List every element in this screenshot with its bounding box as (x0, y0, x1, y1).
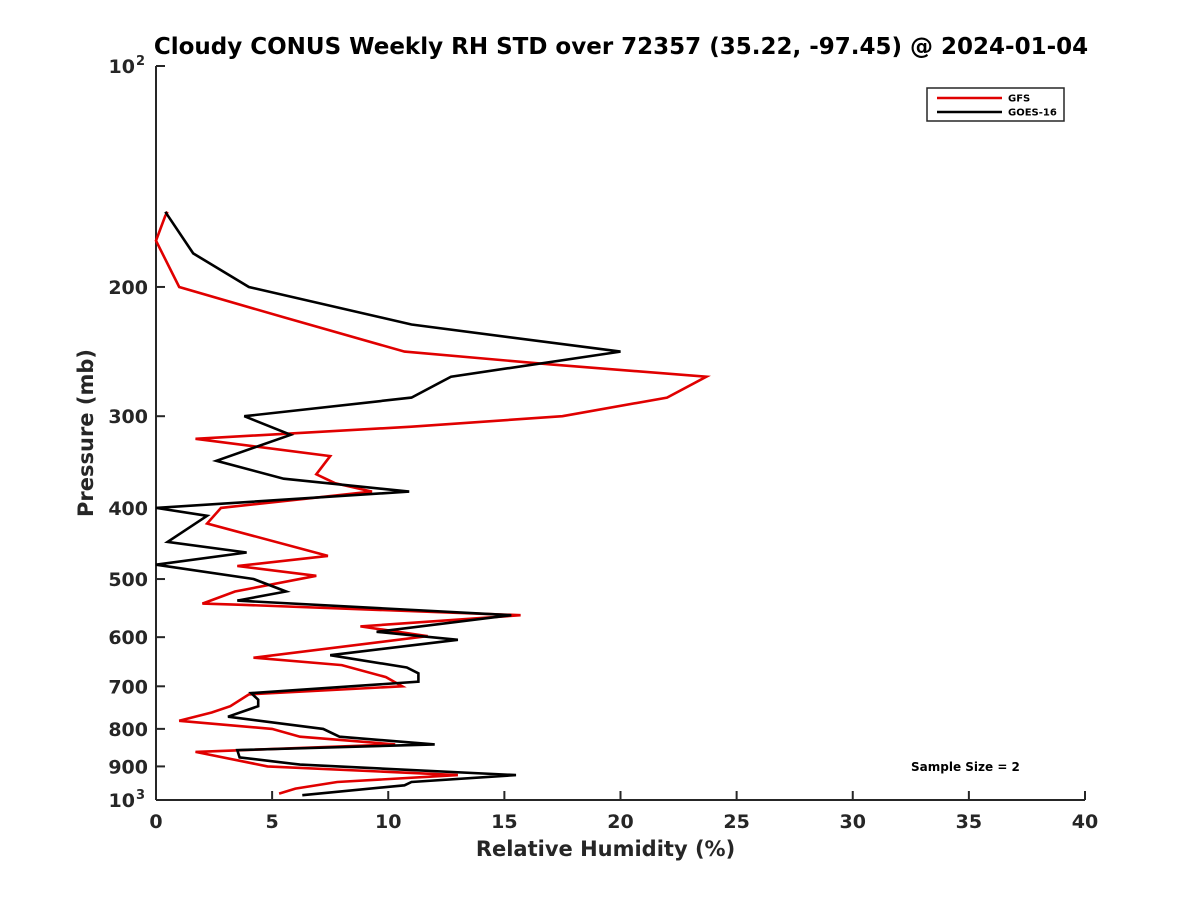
x-tick-label: 20 (607, 811, 633, 833)
y-tick-label: 900 (108, 756, 148, 778)
legend: GFS GOES-16 (926, 87, 1065, 122)
y-tick-label: 10 (109, 790, 135, 812)
series-line-gfs (154, 211, 711, 795)
y-tick-label: 800 (108, 719, 148, 741)
x-tick-label: 15 (491, 811, 517, 833)
chart-title: Cloudy CONUS Weekly RH STD over 72357 (3… (154, 34, 1088, 60)
x-tick-label: 25 (723, 811, 749, 833)
y-tick-label: 500 (108, 569, 148, 591)
y-tick-label: 600 (108, 627, 148, 649)
y-tick-label: 200 (108, 277, 148, 299)
y-tick-label: 400 (108, 498, 148, 520)
x-tick-label: 30 (840, 811, 866, 833)
x-tick-label: 5 (266, 811, 279, 833)
y-tick-label: 10 (109, 56, 135, 78)
legend-box (926, 87, 1065, 122)
series-line-goes-16 (155, 211, 621, 797)
y-tick-label-exponent: 3 (136, 788, 145, 803)
legend-label-gfs: GFS (1008, 94, 1030, 105)
x-tick-label: 10 (375, 811, 401, 833)
legend-label-goes-16: GOES-16 (1008, 108, 1057, 119)
y-axis-label: Pressure (mb) (74, 349, 98, 517)
y-tick-label: 300 (108, 406, 148, 428)
x-tick-label: 0 (149, 811, 162, 833)
x-tick-label: 35 (956, 811, 982, 833)
y-tick-label: 700 (108, 676, 148, 698)
x-tick-label: 40 (1072, 811, 1098, 833)
sample-size-annotation: Sample Size = 2 (911, 760, 1020, 774)
x-axis-label: Relative Humidity (%) (476, 837, 735, 861)
y-tick-label-exponent: 2 (136, 54, 145, 69)
